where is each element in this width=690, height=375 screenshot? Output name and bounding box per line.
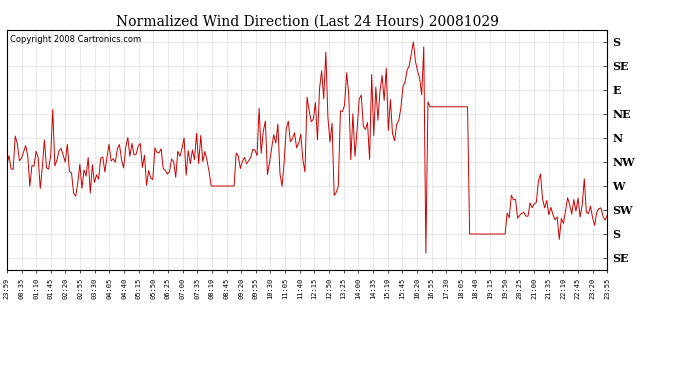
Text: Copyright 2008 Cartronics.com: Copyright 2008 Cartronics.com (10, 35, 141, 44)
Title: Normalized Wind Direction (Last 24 Hours) 20081029: Normalized Wind Direction (Last 24 Hours… (116, 15, 498, 29)
